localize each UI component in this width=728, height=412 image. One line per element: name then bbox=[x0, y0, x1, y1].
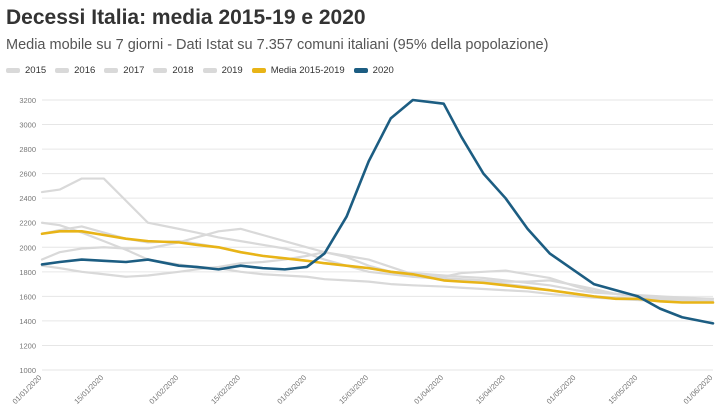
legend-item-2019[interactable]: 2019 bbox=[202, 65, 243, 76]
legend-item-2015[interactable]: 2015 bbox=[6, 65, 46, 76]
y-tick-label: 3200 bbox=[19, 96, 36, 105]
y-tick-label: 2200 bbox=[19, 219, 36, 228]
x-tick-label: 01/01/2020 bbox=[11, 373, 44, 406]
x-tick-label: 01/04/2020 bbox=[412, 373, 445, 406]
legend-label: 2019 bbox=[221, 65, 243, 76]
x-tick-label: 15/04/2020 bbox=[474, 373, 507, 406]
chart-subtitle: Media mobile su 7 giorni - Dati Istat su… bbox=[6, 37, 549, 53]
legend: 2015 2016 2017 2018 2019 Media 2015-2019 2020 bbox=[6, 65, 403, 76]
x-tick-label: 01/03/2020 bbox=[275, 373, 308, 406]
legend-item-2017[interactable]: 2017 bbox=[104, 65, 144, 76]
legend-label: 2020 bbox=[372, 65, 394, 76]
legend-label: Media 2015-2019 bbox=[270, 65, 345, 76]
legend-item-2018[interactable]: 2018 bbox=[153, 65, 194, 76]
x-tick-label: 15/02/2020 bbox=[209, 373, 242, 406]
y-tick-label: 2600 bbox=[19, 170, 36, 179]
legend-item-2016[interactable]: 2016 bbox=[55, 65, 95, 76]
legend-swatch bbox=[55, 68, 70, 73]
series-line-2020 bbox=[40, 98, 715, 325]
x-tick-label: 01/02/2020 bbox=[147, 373, 180, 406]
series-line-2019 bbox=[40, 251, 715, 300]
legend-swatch bbox=[6, 68, 20, 73]
x-tick-label: 15/01/2020 bbox=[72, 373, 105, 406]
legend-swatch bbox=[202, 68, 217, 73]
x-tick-label: 01/05/2020 bbox=[545, 373, 578, 406]
chart-title: Decessi Italia: media 2015-19 e 2020 bbox=[6, 6, 366, 29]
y-tick-label: 1400 bbox=[19, 317, 36, 326]
y-tick-label: 2800 bbox=[19, 145, 36, 154]
y-tick-label: 2400 bbox=[19, 194, 36, 203]
legend-swatch bbox=[153, 68, 168, 73]
y-tick-label: 2000 bbox=[19, 243, 36, 252]
x-tick-label: 15/05/2020 bbox=[606, 373, 639, 406]
y-tick-label: 1200 bbox=[19, 341, 36, 350]
legend-label: 2017 bbox=[123, 65, 145, 76]
legend-swatch bbox=[353, 68, 368, 73]
y-tick-label: 1000 bbox=[19, 366, 36, 375]
series-line-2018 bbox=[40, 227, 715, 303]
x-tick-label: 15/03/2020 bbox=[337, 373, 370, 406]
line-chart: 1000 1200 1400 1600 1800 2000 2200 2400 2600 2800… bbox=[11, 96, 715, 406]
legend-item-media-2015-2019[interactable]: Media 2015-2019 bbox=[251, 65, 345, 76]
y-tick-label: 3000 bbox=[19, 121, 36, 130]
legend-item-2020[interactable]: 2020 bbox=[353, 65, 394, 76]
legend-label: 2018 bbox=[172, 65, 194, 76]
series-line-media-2015-2019 bbox=[40, 230, 715, 304]
x-tick-label: 01/06/2020 bbox=[682, 373, 715, 406]
legend-label: 2016 bbox=[74, 65, 96, 76]
legend-swatch bbox=[251, 68, 266, 73]
legend-swatch bbox=[104, 68, 119, 73]
y-tick-label: 1600 bbox=[19, 292, 36, 301]
y-tick-label: 1800 bbox=[19, 268, 36, 277]
legend-label: 2015 bbox=[25, 65, 47, 76]
